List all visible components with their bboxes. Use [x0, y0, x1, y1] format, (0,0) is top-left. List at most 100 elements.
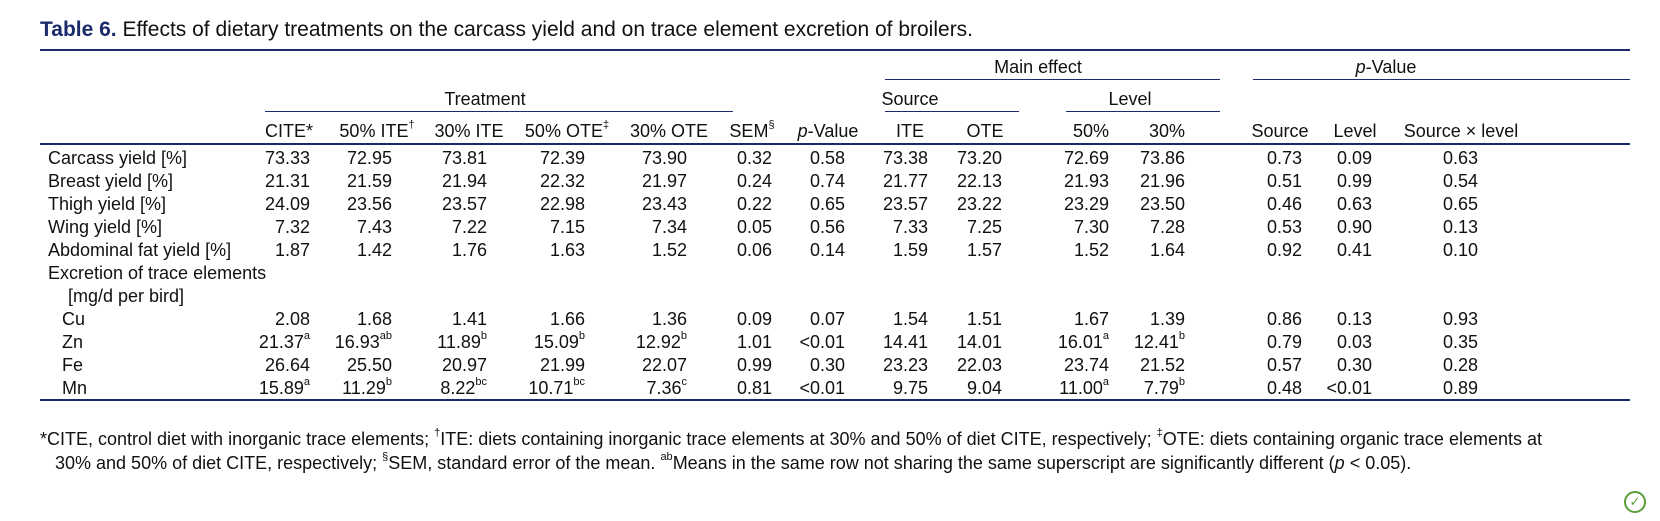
header-treatment: Treatment	[444, 89, 526, 109]
bottom-rule	[40, 399, 1630, 401]
cell-ite30: 73.81	[441, 148, 487, 168]
cell-level30: 21.96	[1139, 171, 1185, 191]
cell-p-interaction: 0.10	[1442, 240, 1478, 260]
cell-level30: 7.28	[1149, 217, 1185, 237]
cell-level30: 1.39	[1149, 309, 1185, 329]
header-main-effect: Main effect	[994, 57, 1082, 77]
cell-sem: 0.22	[736, 194, 772, 214]
cell-sem: 0.24	[736, 171, 772, 191]
cell-sem: 0.09	[736, 309, 772, 329]
cell-p-level: <0.01	[1326, 378, 1372, 398]
cell-level50: 1.67	[1073, 309, 1109, 329]
row-label: Zn	[62, 332, 84, 352]
cell-ite50: 1.42	[356, 240, 392, 260]
cell-p-level: 0.30	[1336, 355, 1372, 375]
cell-ite30: 21.94	[441, 171, 487, 191]
header-source: Source	[881, 89, 939, 109]
col-header-ite30: 30% ITE	[434, 121, 504, 141]
cell-level30: 12.41b	[1133, 330, 1185, 353]
cell-pvalue: 0.56	[809, 217, 845, 237]
cell-ite50: 72.95	[346, 148, 392, 168]
cell-sem: 0.32	[736, 148, 772, 168]
table-footnote: *CITE, control diet with inorganic trace…	[40, 427, 1542, 474]
cell-cite: 1.87	[274, 240, 310, 260]
cell-p-source: 0.53	[1266, 217, 1302, 237]
cell-ote30: 23.43	[641, 194, 687, 214]
cell-ote30: 1.52	[651, 240, 687, 260]
row-label: Mn	[62, 378, 88, 398]
cell-ite: 1.59	[892, 240, 928, 260]
cell-sem: 0.99	[736, 355, 772, 375]
cell-ote: 14.01	[956, 332, 1002, 352]
cell-ote50: 21.99	[539, 355, 585, 375]
row-label: Excretion of trace elements	[48, 263, 267, 283]
col-header-p-source: Source	[1251, 121, 1309, 141]
row-label: Fe	[62, 355, 84, 375]
cell-ite50: 25.50	[346, 355, 392, 375]
col-header-p-level: Level	[1333, 121, 1377, 141]
cell-ote30: 21.97	[641, 171, 687, 191]
cell-p-level: 0.41	[1336, 240, 1372, 260]
cell-pvalue: 0.14	[809, 240, 845, 260]
cell-level50: 7.30	[1073, 217, 1109, 237]
cell-ote30: 22.07	[641, 355, 687, 375]
cell-level50: 72.69	[1063, 148, 1109, 168]
cell-level30: 23.50	[1139, 194, 1185, 214]
cell-ite30: 1.41	[451, 309, 487, 329]
cell-p-level: 0.90	[1336, 217, 1372, 237]
cell-ote50: 15.09b	[533, 330, 585, 353]
cell-ote30: 7.34	[651, 217, 687, 237]
cell-pvalue: 0.07	[809, 309, 845, 329]
cell-cite: 26.64	[264, 355, 310, 375]
cell-ite: 73.38	[882, 148, 928, 168]
col-header-level50: 50%	[1072, 121, 1110, 141]
cell-sem: 0.05	[736, 217, 772, 237]
cell-ite50: 1.68	[356, 309, 392, 329]
cell-level50: 23.29	[1063, 194, 1109, 214]
cell-level50: 11.00a	[1059, 376, 1109, 399]
cell-p-source: 0.86	[1266, 309, 1302, 329]
main-effect-rule	[885, 79, 1220, 80]
open-access-icon[interactable]: ✓	[1624, 491, 1646, 513]
cell-ite30: 20.97	[441, 355, 487, 375]
header-bottom-rule	[40, 143, 1630, 145]
top-rule	[40, 49, 1630, 51]
row-label: Breast yield [%]	[48, 171, 174, 191]
cell-p-interaction: 0.63	[1442, 148, 1478, 168]
cell-ite30: 1.76	[451, 240, 487, 260]
cell-p-interaction: 0.54	[1442, 171, 1478, 191]
row-label: Wing yield [%]	[48, 217, 163, 237]
cell-ite50: 23.56	[346, 194, 392, 214]
cell-cite: 73.33	[264, 148, 310, 168]
cell-level50: 23.74	[1063, 355, 1109, 375]
cell-ite: 23.23	[882, 355, 928, 375]
cell-ote: 9.04	[966, 378, 1002, 398]
cell-ote: 7.25	[966, 217, 1002, 237]
cell-ite: 9.75	[892, 378, 928, 398]
cell-sem: 0.06	[736, 240, 772, 260]
cell-ite: 14.41	[882, 332, 928, 352]
cell-level30: 1.64	[1149, 240, 1185, 260]
cell-sem: 1.01	[736, 332, 772, 352]
cell-ite30: 11.89b	[437, 330, 487, 353]
cell-ote30: 7.36c	[646, 376, 687, 399]
row-label: Thigh yield [%]	[48, 194, 167, 214]
col-header-level30: 30%	[1148, 121, 1186, 141]
cell-p-interaction: 0.65	[1442, 194, 1478, 214]
cell-ote50: 22.32	[539, 171, 585, 191]
col-header-ote30: 30% OTE	[629, 121, 709, 141]
row-label: Abdominal fat yield [%]	[48, 240, 232, 260]
cell-p-source: 0.92	[1266, 240, 1302, 260]
source-rule	[885, 111, 1019, 112]
cell-pvalue: <0.01	[799, 378, 845, 398]
cell-p-level: 0.09	[1336, 148, 1372, 168]
cell-cite: 24.09	[264, 194, 310, 214]
cell-ite30: 7.22	[451, 217, 487, 237]
cell-p-interaction: 0.35	[1442, 332, 1478, 352]
cell-p-level: 0.13	[1336, 309, 1372, 329]
cell-ite30: 8.22bc	[440, 376, 487, 399]
row-label: [mg/d per bird]	[68, 286, 185, 306]
cell-p-interaction: 0.13	[1442, 217, 1478, 237]
cell-ote50: 22.98	[539, 194, 585, 214]
cell-p-source: 0.79	[1266, 332, 1302, 352]
